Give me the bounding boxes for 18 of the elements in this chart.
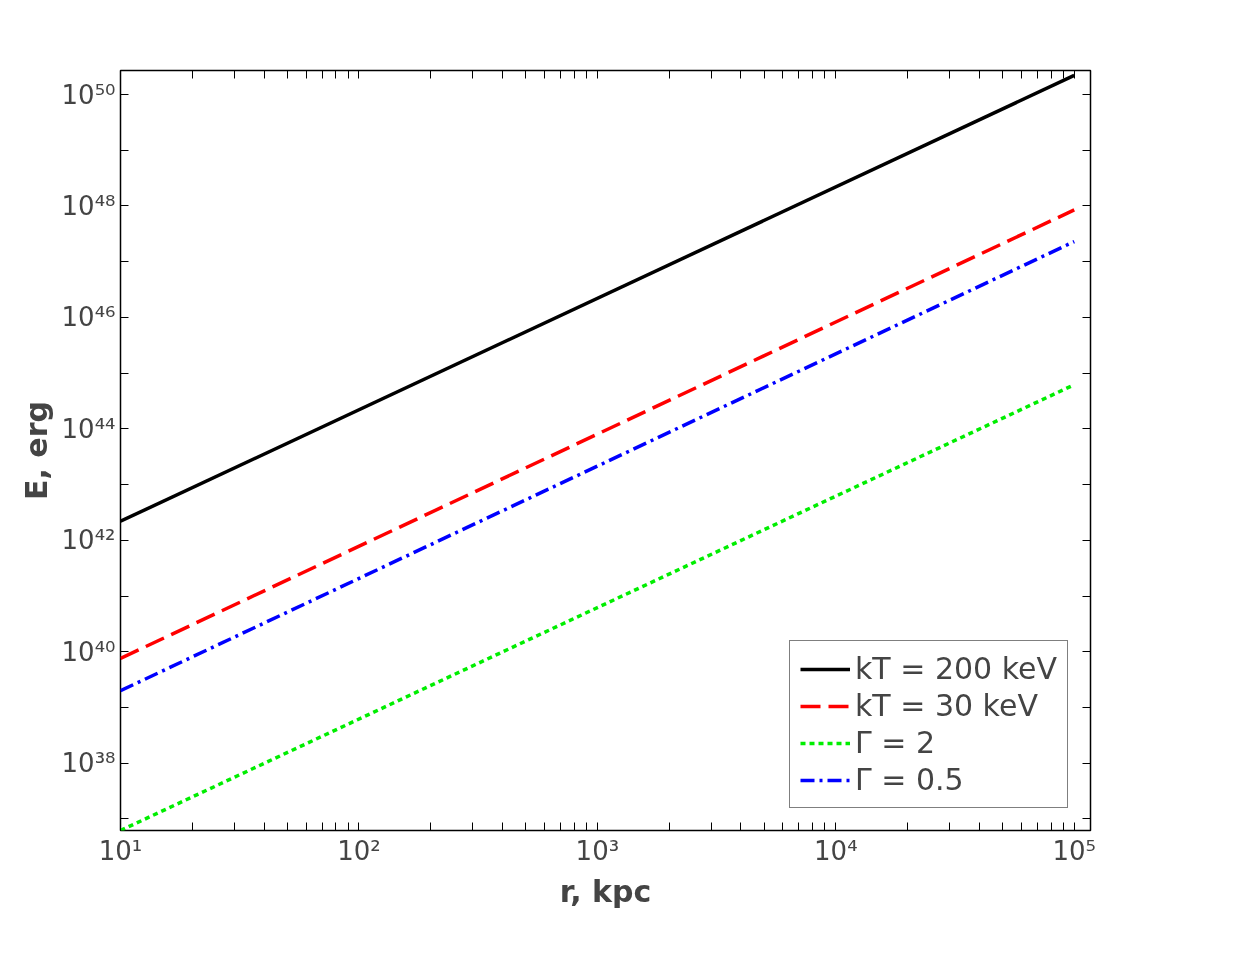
legend-label: kT = 30 keV <box>855 688 1038 723</box>
legend-label: Γ = 2 <box>855 725 936 760</box>
x-tick-label: 10³ <box>575 835 620 866</box>
y-tick-label: 10⁴⁴ <box>61 413 116 444</box>
y-tick-label: 10⁴⁶ <box>61 302 116 333</box>
x-tick-label: 10⁴ <box>814 835 858 866</box>
y-tick-label: 10⁴⁸ <box>61 190 116 221</box>
x-tick-label: 10⁵ <box>1052 835 1096 866</box>
y-tick-label: 10³⁸ <box>61 748 116 779</box>
x-axis-title: r, kpc <box>559 873 652 909</box>
x-tick-label: 10² <box>337 835 381 866</box>
y-tick-label: 10⁴² <box>61 525 116 556</box>
legend-label: Γ = 0.5 <box>855 762 964 797</box>
y-tick-label: 10⁴⁰ <box>61 636 116 667</box>
legend-label: kT = 200 keV <box>855 651 1057 686</box>
x-tick-label: 10¹ <box>98 835 143 866</box>
y-tick-label: 10⁵⁰ <box>61 79 116 110</box>
y-axis-title: E, erg <box>18 401 54 500</box>
